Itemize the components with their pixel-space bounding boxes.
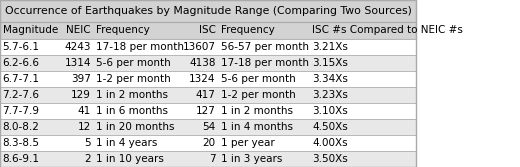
Text: 417: 417: [196, 90, 216, 100]
Text: 4.50Xs: 4.50Xs: [312, 122, 348, 132]
Text: 12: 12: [78, 122, 91, 132]
Text: 4.00Xs: 4.00Xs: [312, 138, 348, 148]
Text: 1 in 3 years: 1 in 3 years: [221, 154, 282, 164]
Text: 3.34Xs: 3.34Xs: [312, 74, 348, 84]
Text: 6.2-6.6: 6.2-6.6: [3, 58, 40, 68]
Bar: [0, 71, 416, 87]
Text: 2: 2: [84, 154, 91, 164]
Text: 1 in 2 months: 1 in 2 months: [96, 90, 168, 100]
Text: ISC #s Compared to NEIC #s: ISC #s Compared to NEIC #s: [312, 26, 463, 35]
Text: 1 in 20 months: 1 in 20 months: [96, 122, 175, 132]
Text: 1 in 10 years: 1 in 10 years: [96, 154, 164, 164]
Text: NEIC: NEIC: [67, 26, 91, 35]
Bar: [0, 135, 416, 151]
Text: 8.0-8.2: 8.0-8.2: [3, 122, 40, 132]
Bar: [0, 39, 416, 55]
Text: 56-57 per month: 56-57 per month: [221, 42, 309, 52]
Text: 8.3-8.5: 8.3-8.5: [3, 138, 40, 148]
Bar: [0, 119, 416, 135]
Text: 127: 127: [196, 106, 216, 116]
Text: 3.15Xs: 3.15Xs: [312, 58, 348, 68]
Text: 1 per year: 1 per year: [221, 138, 275, 148]
Text: 54: 54: [203, 122, 216, 132]
Text: Frequency: Frequency: [96, 26, 150, 35]
Text: 129: 129: [71, 90, 91, 100]
Text: 4243: 4243: [64, 42, 91, 52]
Text: 5: 5: [84, 138, 91, 148]
Text: 397: 397: [71, 74, 91, 84]
Bar: [0, 151, 416, 167]
Text: Occurrence of Earthquakes by Magnitude Range (Comparing Two Sources): Occurrence of Earthquakes by Magnitude R…: [5, 6, 411, 16]
Text: 1-2 per month: 1-2 per month: [96, 74, 171, 84]
Text: 5.7-6.1: 5.7-6.1: [3, 42, 40, 52]
Bar: [0, 103, 416, 119]
Text: 3.21Xs: 3.21Xs: [312, 42, 348, 52]
Text: 1314: 1314: [64, 58, 91, 68]
Text: 17-18 per month: 17-18 per month: [221, 58, 309, 68]
Text: 41: 41: [78, 106, 91, 116]
Text: 3.23Xs: 3.23Xs: [312, 90, 348, 100]
Text: 13607: 13607: [183, 42, 216, 52]
Text: 7.7-7.9: 7.7-7.9: [3, 106, 40, 116]
Text: 5-6 per month: 5-6 per month: [221, 74, 296, 84]
Text: 1324: 1324: [189, 74, 216, 84]
Text: 20: 20: [203, 138, 216, 148]
Text: Magnitude: Magnitude: [3, 26, 58, 35]
Text: 1 in 6 months: 1 in 6 months: [96, 106, 168, 116]
Text: 8.6-9.1: 8.6-9.1: [3, 154, 40, 164]
Text: 3.50Xs: 3.50Xs: [312, 154, 348, 164]
Text: 17-18 per month: 17-18 per month: [96, 42, 184, 52]
Text: ISC: ISC: [199, 26, 216, 35]
Text: 4138: 4138: [189, 58, 216, 68]
Text: 5-6 per month: 5-6 per month: [96, 58, 171, 68]
Bar: [0, 55, 416, 71]
Bar: [0, 0, 416, 167]
Text: 1 in 2 months: 1 in 2 months: [221, 106, 293, 116]
Text: 7: 7: [209, 154, 216, 164]
Bar: [0, 22, 416, 39]
Text: 1 in 4 months: 1 in 4 months: [221, 122, 293, 132]
Bar: [0, 0, 416, 22]
Text: 7.2-7.6: 7.2-7.6: [3, 90, 40, 100]
Text: 3.10Xs: 3.10Xs: [312, 106, 348, 116]
Text: 1-2 per month: 1-2 per month: [221, 90, 296, 100]
Text: Frequency: Frequency: [221, 26, 275, 35]
Text: 6.7-7.1: 6.7-7.1: [3, 74, 40, 84]
Bar: [0, 87, 416, 103]
Text: 1 in 4 years: 1 in 4 years: [96, 138, 158, 148]
